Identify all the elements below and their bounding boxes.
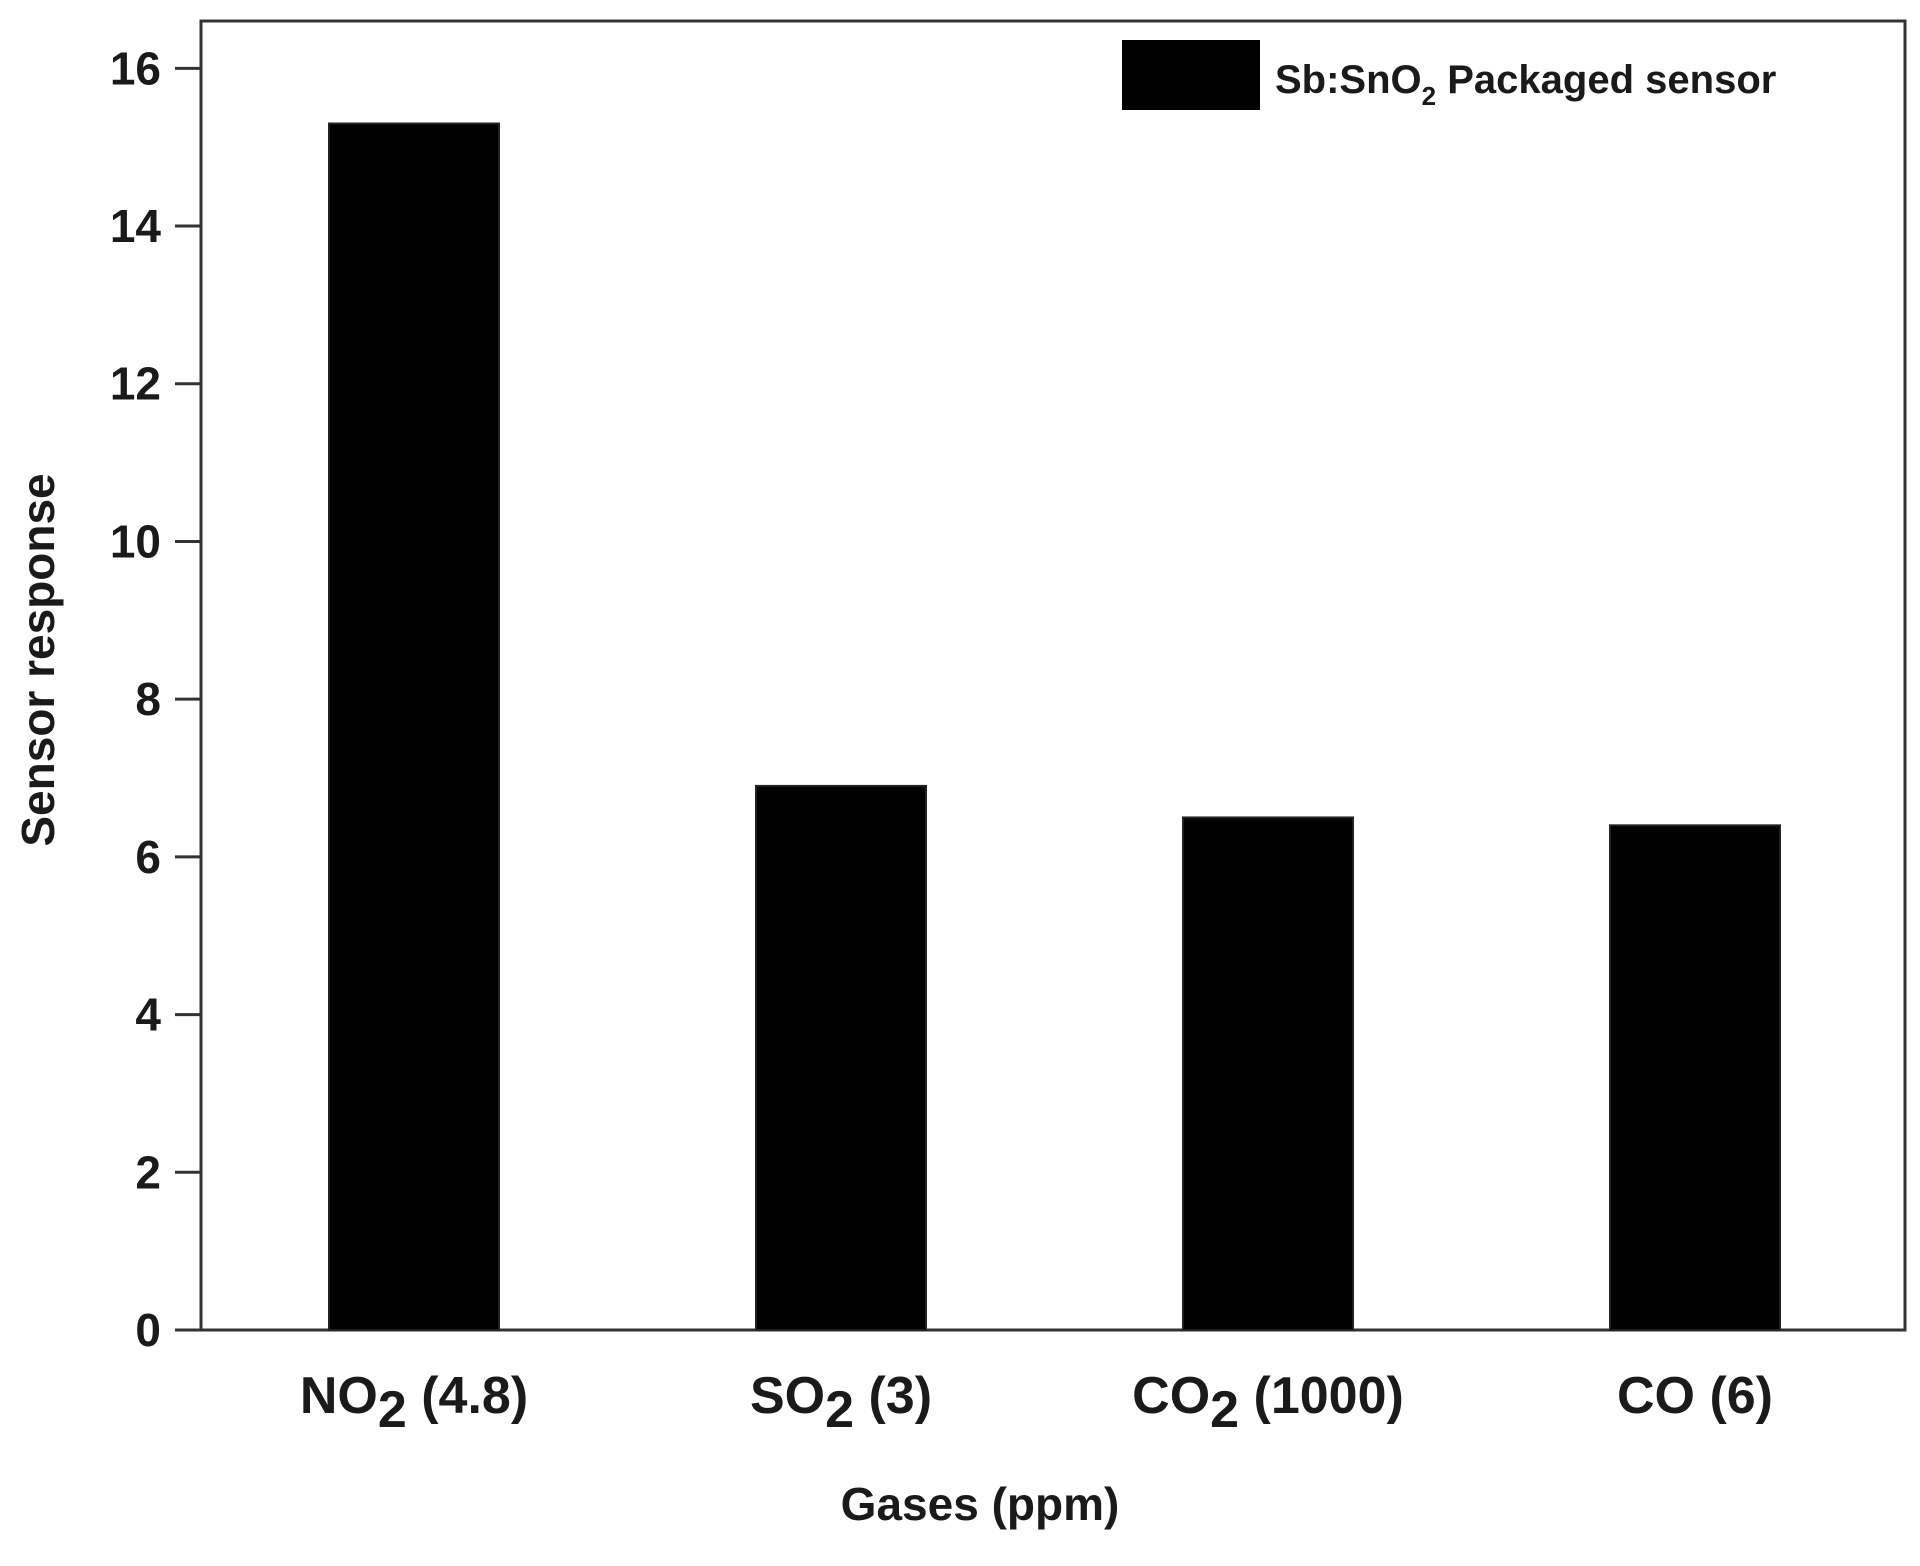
y-axis-ticks: 0 2 4 6 8 10 12 14 16 xyxy=(110,42,201,1356)
y-tick-label: 2 xyxy=(135,1146,161,1198)
x-tick-label-rest: (3) xyxy=(854,1367,932,1425)
y-tick-label: 6 xyxy=(135,831,161,883)
x-tick-label-base: SO xyxy=(750,1367,825,1425)
legend-label-rest: Packaged sensor xyxy=(1436,58,1776,102)
x-tick-label-sub: 2 xyxy=(1210,1381,1239,1439)
y-tick-label: 16 xyxy=(110,42,161,94)
x-tick-label-sub: 2 xyxy=(378,1381,407,1439)
bars xyxy=(328,122,1781,1332)
y-tick-label: 4 xyxy=(135,989,161,1041)
x-tick-label: NO2 (4.8) xyxy=(300,1367,528,1439)
y-tick-label: 0 xyxy=(135,1304,161,1356)
legend-swatch xyxy=(1122,40,1260,110)
legend-label: Sb:SnO2 Packaged sensor xyxy=(1275,58,1776,111)
legend: Sb:SnO2 Packaged sensor xyxy=(1122,40,1776,111)
x-tick-label-base: CO (6) xyxy=(1617,1367,1773,1425)
y-tick-label: 14 xyxy=(110,200,162,252)
y-tick-label: 12 xyxy=(110,358,161,410)
x-tick-label-base: CO xyxy=(1132,1367,1210,1425)
x-axis-tick-labels: NO2 (4.8) SO2 (3) CO2 (1000) CO (6) xyxy=(300,1367,1773,1439)
y-axis-title: Sensor response xyxy=(12,473,64,846)
x-axis-title: Gases (ppm) xyxy=(841,1478,1120,1530)
plot-area-frame xyxy=(199,19,1907,1332)
y-tick-label: 8 xyxy=(135,673,161,725)
x-tick-label-sub: 2 xyxy=(825,1381,854,1439)
bar xyxy=(1609,824,1781,1332)
legend-label-sub: 2 xyxy=(1422,81,1436,111)
x-tick-label-rest: (4.8) xyxy=(407,1367,528,1425)
bar xyxy=(328,122,500,1331)
x-tick-label: SO2 (3) xyxy=(750,1367,932,1439)
bar xyxy=(1182,816,1354,1331)
x-tick-label: CO2 (1000) xyxy=(1132,1367,1404,1439)
bar xyxy=(755,784,927,1331)
legend-label-base: Sb:SnO xyxy=(1275,58,1422,102)
x-tick-label-rest: (1000) xyxy=(1239,1367,1404,1425)
x-tick-label: CO (6) xyxy=(1617,1367,1773,1425)
y-tick-label: 10 xyxy=(110,515,161,567)
x-tick-label-base: NO xyxy=(300,1367,378,1425)
